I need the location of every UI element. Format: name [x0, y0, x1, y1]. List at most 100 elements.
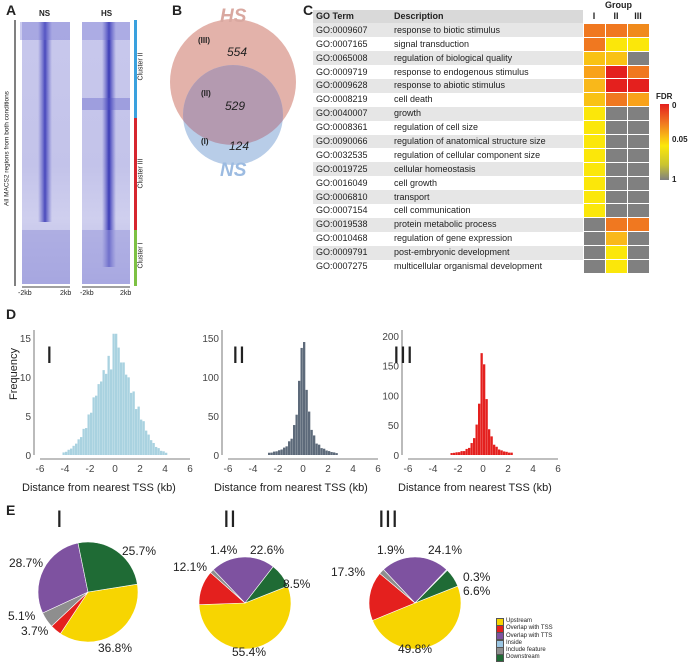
fdr-cell-group-1	[582, 36, 606, 52]
hist-bar	[137, 406, 140, 455]
go-description-cell: regulation of cellular component size	[391, 148, 583, 163]
hist-bar	[117, 347, 120, 455]
pie-ii-label: II	[223, 506, 237, 533]
pie-i-upstream-pct: 36.8%	[98, 641, 133, 655]
hist-bar	[135, 409, 138, 455]
hs-tick-left: -2kb	[80, 290, 94, 297]
fdr-cell-group-3	[626, 64, 650, 80]
hist-y-tick: 150	[202, 334, 219, 345]
pie-legend: Upstream Overlap with TSS Overlap with TTS…	[496, 617, 553, 662]
hist-x-tick: 0	[112, 464, 118, 475]
fdr-cell-group-3	[626, 203, 650, 219]
fdr-tick-1: 1	[672, 175, 677, 184]
fdr-cell-group-3	[626, 259, 650, 274]
hist-y-tick: 150	[382, 362, 399, 373]
hist-x-tick: 6	[187, 464, 193, 475]
pie-slice	[37, 542, 89, 614]
go-description-cell: response to endogenous stimulus	[391, 65, 583, 79]
pie-slice	[383, 556, 448, 604]
go-row: GO:0019725 cellular homeostasis	[313, 161, 650, 177]
hist-bar	[85, 428, 88, 455]
hist-bar	[92, 397, 95, 455]
hist-bar	[303, 342, 306, 455]
panel-e-letter: E	[6, 502, 16, 518]
hist-bar	[87, 414, 90, 455]
hist-bar	[473, 438, 476, 455]
hist-bar	[490, 436, 493, 455]
group-title: Group	[605, 0, 632, 10]
fdr-cell-group-2	[604, 217, 628, 233]
hist-bar	[488, 429, 491, 455]
group-ii-header: II	[605, 10, 627, 24]
hist-bar	[328, 451, 331, 455]
fdr-cell-group-2	[604, 120, 628, 136]
hist-bar	[152, 442, 155, 455]
fdr-cell-group-2	[604, 78, 628, 94]
fdr-cell-group-3	[626, 120, 650, 136]
go-term-cell: GO:0009628	[313, 78, 391, 93]
fdr-cell-group-3	[626, 22, 650, 38]
fdr-cell-group-1	[582, 203, 606, 219]
fdr-cell-group-1	[582, 92, 606, 108]
go-description-cell: cell death	[391, 92, 583, 107]
hist-y-tick: 0	[393, 451, 399, 462]
fdr-tick-0: 0	[672, 101, 677, 110]
hist-x-tick: -6	[36, 464, 45, 475]
hist-bar	[147, 434, 150, 455]
hist-x-tick: 4	[162, 464, 168, 475]
fdr-cell-group-1	[582, 78, 606, 94]
pie-slice	[60, 583, 139, 643]
fdr-cell-group-1	[582, 189, 606, 205]
region-iii-count: 554	[227, 45, 248, 59]
fdr-cell-group-3	[626, 231, 650, 247]
hist-y-tick: 10	[20, 373, 32, 384]
fdr-cell-group-3	[626, 50, 650, 66]
pie-iii-include-pct: 1.9%	[377, 543, 405, 557]
hist-x-tick: 0	[300, 464, 306, 475]
hist-bar	[315, 443, 318, 455]
go-term-cell: GO:0016049	[313, 176, 391, 191]
go-description-cell: post-embryonic development	[391, 245, 583, 260]
hist-x-tick: -2	[86, 464, 95, 475]
legend-label: Upstream	[506, 618, 533, 624]
legend-item: Include feature	[496, 646, 553, 655]
go-row: GO:0008361 regulation of cell size	[313, 120, 650, 136]
go-term-cell: GO:0008219	[313, 92, 391, 107]
hist-y-tick: 100	[382, 391, 399, 402]
hist-bar	[468, 447, 471, 455]
panel-a-heatmap	[0, 0, 160, 305]
hist-bar	[82, 428, 85, 455]
hs-venn-label: HS	[220, 6, 247, 27]
pie-slice	[414, 569, 459, 604]
hist-bar	[278, 450, 281, 455]
legend-label: Overlap with TTS	[506, 632, 553, 639]
fdr-cell-group-1	[582, 245, 606, 261]
hist-bar	[310, 429, 313, 455]
go-row: GO:0009607 response to biotic stimulus	[313, 22, 650, 38]
group-iii-header: III	[627, 10, 649, 24]
cluster-i-label: Cluster I	[137, 242, 145, 269]
go-row: GO:0010468 regulation of gene expression	[313, 231, 650, 247]
region-ii-count: 529	[225, 99, 246, 113]
hist-x-tick: 2	[325, 464, 331, 475]
hist-bar	[62, 452, 65, 455]
ns-tick-left: -2kb	[18, 290, 32, 297]
hist-bar	[308, 411, 311, 455]
fdr-cell-group-3	[626, 217, 650, 233]
hist-bar	[298, 380, 301, 455]
cluster-iii-label: Cluster III	[137, 158, 145, 189]
hist-bar	[107, 355, 110, 455]
hist-bar	[105, 373, 108, 455]
pie-ii-downstream-pct: 8.5%	[283, 577, 311, 591]
panel-a-svg	[14, 20, 137, 288]
pie-slice	[77, 541, 138, 593]
hist-i-label: I	[46, 342, 53, 369]
panel-c-letter: C	[303, 2, 314, 18]
region-i-count: 124	[229, 139, 250, 153]
hist-bar	[455, 452, 458, 455]
go-row: GO:0065008 regulation of biological quali…	[313, 50, 650, 66]
hist-bar	[508, 452, 511, 455]
panel-a-letter: A	[6, 2, 17, 18]
go-row: GO:0009628 response to abiotic stimulus	[313, 78, 650, 94]
hist-x-tick: 2	[137, 464, 143, 475]
